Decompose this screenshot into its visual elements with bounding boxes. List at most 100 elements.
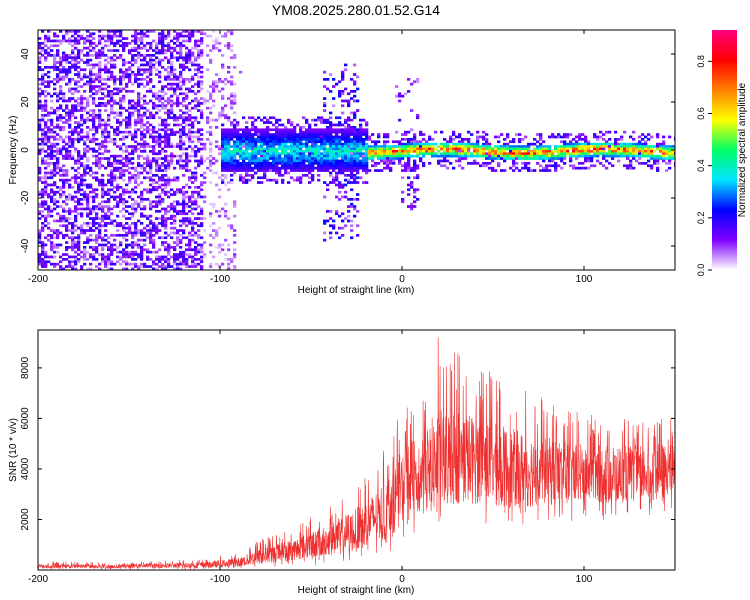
spectrogram-cell: [164, 118, 168, 122]
spectrogram-cell: [290, 130, 294, 134]
spectrogram-cell: [395, 130, 399, 134]
spectrogram-cell: [548, 152, 552, 156]
spectrogram-cell: [572, 152, 576, 156]
spectrogram-cell: [116, 114, 120, 117]
spectrogram-cell: [74, 210, 78, 213]
spectrogram-cell: [137, 121, 141, 124]
spectrogram-cell: [275, 178, 279, 182]
spectrogram-cell: [230, 82, 234, 86]
spectrogram-cell: [95, 250, 99, 254]
spectrogram-cell: [161, 236, 165, 240]
spectrogram-cell: [164, 51, 168, 55]
spectrogram-cell: [185, 205, 189, 208]
spectrogram-cell: [92, 87, 96, 91]
spectrogram-cell: [329, 217, 333, 220]
spectrogram-cell: [449, 152, 453, 156]
spectrogram-cell: [275, 133, 279, 136]
spectrogram-cell: [158, 265, 162, 268]
spectrogram-cell: [74, 106, 78, 110]
spectrogram-cell: [221, 152, 225, 156]
spectrogram-cell: [125, 238, 129, 242]
spectrogram-cell: [65, 54, 69, 57]
spectrogram-cell: [125, 123, 129, 127]
spectrogram-cell: [143, 123, 147, 127]
spectrogram-cell: [170, 61, 174, 64]
spectrogram-cell: [209, 164, 213, 168]
spectrogram-cell: [44, 193, 48, 196]
spectrogram-cell: [152, 49, 156, 52]
spectrogram-cell: [161, 128, 165, 132]
spectrogram-cell: [161, 162, 165, 165]
spectrogram-cell: [149, 258, 153, 261]
spectrogram-cell: [347, 219, 351, 223]
spectrogram-cell: [116, 154, 120, 158]
spectrogram-cell: [365, 154, 369, 158]
spectrogram-cell: [296, 154, 300, 158]
spectrogram-cell: [341, 123, 345, 127]
spectrogram-cell: [92, 37, 96, 40]
spectrogram-cell: [68, 82, 72, 86]
spectrogram-cell: [356, 181, 360, 184]
spectrogram-cell: [344, 63, 348, 67]
spectrogram-cell: [134, 202, 138, 206]
spectrogram-cell: [533, 154, 537, 158]
spectrogram-cell: [194, 200, 198, 204]
spectrogram-cell: [380, 157, 384, 160]
spectrogram-cell: [86, 267, 90, 270]
spectrogram-cell: [152, 267, 156, 270]
spectrogram-cell: [164, 224, 168, 228]
spectrogram-cell: [92, 176, 96, 180]
spectrogram-cell: [587, 159, 591, 163]
spectrogram-cell: [125, 61, 129, 64]
spectrogram-cell: [401, 190, 405, 194]
spectrogram-cell: [89, 80, 93, 84]
spectrogram-cell: [89, 166, 93, 170]
spectrogram-cell: [560, 147, 564, 151]
spectrogram-cell: [65, 150, 69, 153]
spectrogram-cell: [170, 193, 174, 196]
spectrogram-cell: [197, 121, 201, 124]
spectrogram-cell: [326, 162, 330, 165]
spectrogram-cell: [614, 130, 618, 134]
spectrogram-cell: [149, 58, 153, 62]
spectrogram-cell: [557, 154, 561, 158]
spectrogram-cell: [461, 154, 465, 158]
spectrogram-cell: [623, 150, 627, 153]
spectrogram-cell: [293, 150, 297, 153]
spectrogram-cell: [182, 231, 186, 235]
spectrogram-cell: [401, 157, 405, 160]
spectrogram-cell: [239, 128, 243, 132]
spectrogram-cell: [86, 82, 90, 86]
spectrogram-cell: [233, 99, 237, 103]
spectrogram-cell: [296, 150, 300, 153]
spectrogram-cell: [80, 104, 84, 108]
spectrogram-cell: [128, 190, 132, 194]
spectrogram-cell: [179, 159, 183, 163]
spectrogram-cell: [248, 162, 252, 165]
spectrogram-cell: [311, 162, 315, 165]
spectrogram-cell: [56, 171, 60, 175]
spectrogram-cell: [221, 106, 225, 110]
spectrogram-cell: [68, 80, 72, 84]
spectrogram-cell: [89, 267, 93, 270]
spectrogram-cell: [89, 128, 93, 132]
spectrogram-cell: [107, 248, 111, 252]
spectrogram-cell: [170, 99, 174, 103]
spectrogram-cell: [80, 207, 84, 211]
spectrogram-cells: [38, 30, 675, 270]
spectrogram-cell: [260, 162, 264, 165]
spectrogram-cell: [131, 157, 135, 160]
spectrogram-cell: [380, 169, 384, 172]
spectrogram-cell: [287, 145, 291, 148]
spectrogram-cell: [80, 97, 84, 100]
spectrogram-cell: [71, 30, 75, 33]
spectrogram-cell: [77, 37, 81, 40]
spectrogram-cell: [50, 188, 54, 192]
spectrogram-cell: [152, 260, 156, 264]
spectrogram-cell: [398, 157, 402, 160]
spectrogram-cell: [467, 147, 471, 151]
spectrogram-cell: [47, 226, 51, 230]
spectrogram-cell: [98, 118, 102, 122]
spectrogram-cell: [278, 138, 282, 141]
spectrogram-cell: [170, 85, 174, 88]
